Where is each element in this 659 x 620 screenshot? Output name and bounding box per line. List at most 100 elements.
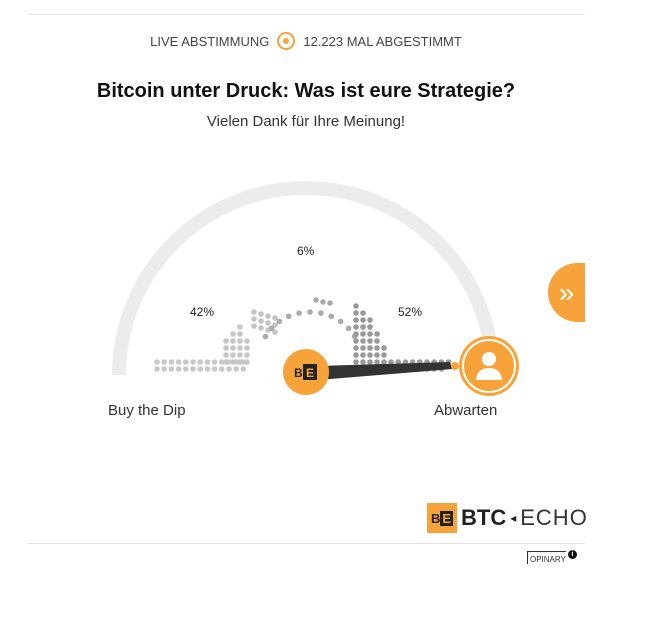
vote-dot: [190, 359, 196, 365]
vote-dot: [223, 359, 229, 365]
vote-dot: [175, 359, 182, 365]
vote-dot: [276, 318, 283, 325]
vote-dot: [168, 359, 175, 365]
vote-dot: [237, 345, 243, 351]
vote-dot: [360, 324, 366, 330]
vote-dot: [237, 331, 243, 337]
svg-text:E: E: [306, 366, 314, 380]
vote-dot: [258, 325, 264, 331]
vote-dot: [230, 359, 236, 365]
vote-dot: [223, 352, 229, 358]
vote-dot: [327, 300, 333, 306]
vote-dot: [318, 310, 324, 316]
vote-dot: [313, 297, 319, 303]
vote-dot: [374, 338, 380, 344]
vote-dot: [226, 366, 232, 372]
vote-dot: [237, 352, 243, 358]
vote-dot: [237, 324, 243, 330]
vote-dot: [353, 338, 359, 344]
vote-dot: [360, 352, 366, 358]
info-icon[interactable]: i: [567, 550, 577, 559]
vote-dot: [388, 359, 394, 365]
live-dot-icon: [277, 32, 296, 50]
vote-dot: [353, 310, 359, 316]
vote-dot: [268, 325, 275, 332]
option-buy-the-dip[interactable]: Buy the Dip: [108, 402, 186, 419]
provider-name: OPINARY: [527, 551, 566, 564]
vote-dot: [262, 333, 269, 340]
vote-dot: [367, 331, 373, 337]
vote-dot: [353, 324, 359, 330]
vote-dot: [204, 366, 211, 372]
selected-option-avatar[interactable]: [459, 336, 519, 396]
vote-dot: [360, 359, 366, 365]
vote-dot: [230, 352, 236, 358]
vote-dot: [251, 323, 257, 329]
thanks-message: Vielen Dank für Ihre Meinung!: [206, 113, 406, 130]
vote-dot: [374, 352, 380, 358]
vote-dot: [211, 359, 218, 365]
vote-dot: [381, 345, 387, 351]
vote-dot: [374, 331, 380, 337]
top-divider: [27, 14, 585, 15]
vote-dot: [296, 310, 302, 316]
svg-text:B: B: [294, 366, 303, 380]
vote-dot: [381, 359, 387, 365]
vote-dot: [337, 318, 344, 325]
needle-tip: [451, 362, 459, 370]
vote-dot: [285, 313, 292, 320]
vote-dot: [211, 366, 218, 372]
vote-dot: [244, 359, 250, 365]
vote-dot: [154, 366, 160, 372]
needle: [318, 362, 452, 380]
vote-dot: [395, 359, 402, 365]
vote-dot: [230, 338, 236, 344]
logo-name-bold: BTC: [461, 505, 507, 530]
option-2-percent: 6%: [297, 244, 315, 258]
poll-header: LIVE ABSTIMMUNG 12.223 MAL ABGESTIMMT: [0, 32, 612, 50]
vote-dot: [353, 331, 359, 337]
vote-dot: [360, 317, 366, 323]
vote-dot: [219, 366, 225, 372]
vote-dot: [360, 338, 366, 344]
logo-name-light: ECHO: [520, 505, 588, 530]
option-abwarten[interactable]: Abwarten: [434, 402, 498, 419]
vote-dot: [353, 359, 359, 365]
vote-dot: [320, 299, 326, 305]
vote-dot: [244, 345, 250, 351]
vote-dot: [345, 325, 352, 332]
vote-dot: [265, 320, 271, 326]
vote-dot: [353, 303, 359, 309]
vote-dot: [251, 309, 257, 315]
vote-dot: [272, 315, 278, 321]
votes-count: 12.223 MAL ABGESTIMMT: [303, 33, 462, 49]
vote-dot: [223, 338, 229, 344]
vote-dot: [374, 359, 380, 365]
chevron-double-right-icon: »: [558, 276, 575, 308]
vote-dot: [367, 359, 373, 365]
vote-dot: [233, 366, 239, 372]
user-icon: [482, 352, 496, 366]
vote-dot: [353, 317, 359, 323]
vote-dot: [223, 345, 229, 351]
opinary-logo[interactable]: OPINARY i: [527, 550, 577, 564]
poll-question: Bitcoin unter Druck: Was ist eure Strate…: [96, 80, 516, 102]
vote-dot: [230, 345, 236, 351]
vote-dot: [307, 309, 313, 315]
vote-dot: [175, 366, 182, 372]
vote-dot: [230, 331, 236, 337]
live-label: LIVE ABSTIMMUNG: [150, 33, 270, 49]
vote-dot: [154, 359, 160, 365]
vote-dot: [197, 366, 203, 372]
vote-dot: [244, 352, 250, 358]
vote-dot: [367, 352, 373, 358]
vote-dot: [197, 359, 203, 365]
vote-dot: [381, 352, 387, 358]
vote-dot: [272, 322, 278, 328]
vote-dot: [360, 345, 366, 351]
vote-dot: [353, 345, 359, 351]
vote-dot: [161, 366, 167, 372]
vote-dot: [265, 313, 271, 319]
